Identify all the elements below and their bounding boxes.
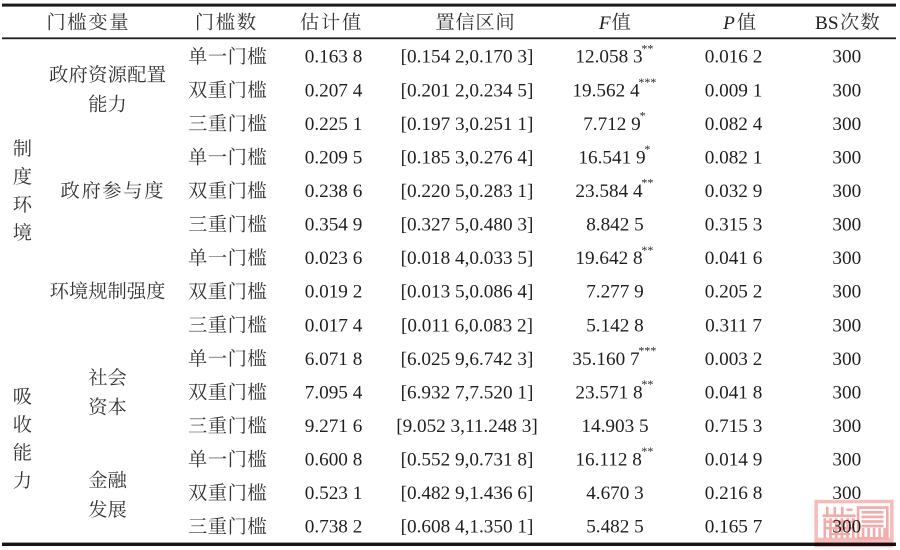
svg-text:19.642 8: 19.642 8 [575, 248, 642, 269]
svg-text:7.095 4: 7.095 4 [305, 382, 363, 403]
svg-text:[9.052 3,11.248 3]: [9.052 3,11.248 3] [396, 416, 538, 437]
svg-text:0.023 6: 0.023 6 [305, 248, 363, 269]
svg-text:14.903 5: 14.903 5 [581, 416, 648, 437]
svg-text:300: 300 [832, 215, 861, 236]
svg-text:300: 300 [832, 315, 861, 336]
svg-text:0.016 2: 0.016 2 [705, 47, 763, 68]
svg-text:0.523 1: 0.523 1 [305, 483, 363, 504]
svg-text:8.842 5: 8.842 5 [586, 215, 644, 236]
svg-text:0.041 8: 0.041 8 [705, 382, 763, 403]
svg-text:5.482 5: 5.482 5 [586, 517, 644, 538]
svg-text:0.225 1: 0.225 1 [305, 114, 363, 135]
svg-text:23.571 8: 23.571 8 [575, 382, 642, 403]
svg-text:0.003 2: 0.003 2 [705, 349, 763, 370]
svg-text:0.082 4: 0.082 4 [705, 114, 763, 135]
svg-text:0.354 9: 0.354 9 [305, 215, 363, 236]
svg-text:*: * [644, 142, 650, 156]
svg-text:0.738 2: 0.738 2 [305, 517, 363, 538]
svg-text:[0.154 2,0.170 3]: [0.154 2,0.170 3] [401, 47, 534, 68]
svg-text:0.032 9: 0.032 9 [705, 181, 763, 202]
svg-text:[0.201 2,0.234 5]: [0.201 2,0.234 5] [401, 80, 534, 101]
svg-text:[0.327 5,0.480 3]: [0.327 5,0.480 3] [401, 215, 534, 236]
svg-text:F: F [598, 13, 611, 34]
svg-text:300: 300 [832, 382, 861, 403]
svg-text:[0.197 3,0.251 1]: [0.197 3,0.251 1] [401, 114, 534, 135]
svg-text:BS: BS [815, 13, 838, 34]
svg-text:300: 300 [832, 147, 861, 168]
svg-text:0.082 1: 0.082 1 [705, 147, 763, 168]
svg-text:300: 300 [832, 248, 861, 269]
svg-text:300: 300 [832, 47, 861, 68]
svg-text:0.205 2: 0.205 2 [705, 282, 763, 303]
svg-text:300: 300 [832, 416, 861, 437]
svg-text:**: ** [641, 377, 653, 391]
svg-text:[6.932 7,7.520 1]: [6.932 7,7.520 1] [401, 382, 534, 403]
svg-text:0.209 5: 0.209 5 [305, 147, 363, 168]
svg-text:0.238 6: 0.238 6 [305, 181, 363, 202]
svg-text:**: ** [641, 176, 653, 190]
svg-text:*: * [640, 109, 646, 123]
svg-text:[0.018 4,0.033 5]: [0.018 4,0.033 5] [401, 248, 534, 269]
svg-text:0.600 8: 0.600 8 [305, 450, 363, 471]
svg-text:[0.482 9,1.436 6]: [0.482 9,1.436 6] [401, 483, 534, 504]
svg-text:6.071 8: 6.071 8 [305, 349, 363, 370]
svg-text:0.715 3: 0.715 3 [705, 416, 763, 437]
svg-text:**: ** [641, 41, 653, 55]
svg-text:23.584 4: 23.584 4 [575, 181, 643, 202]
svg-text:0.315 3: 0.315 3 [705, 215, 763, 236]
svg-text:9.271 6: 9.271 6 [305, 416, 363, 437]
svg-text:0.014 9: 0.014 9 [705, 450, 763, 471]
svg-text:16.541 9: 16.541 9 [578, 147, 645, 168]
svg-text:0.165 7: 0.165 7 [705, 517, 763, 538]
svg-text:300: 300 [832, 349, 861, 370]
svg-text:0.019 2: 0.019 2 [305, 282, 363, 303]
svg-text:**: ** [641, 243, 653, 257]
svg-text:***: *** [638, 75, 656, 89]
svg-text:[0.011 6,0.083 2]: [0.011 6,0.083 2] [401, 315, 533, 336]
svg-text:***: *** [638, 344, 656, 358]
svg-text:300: 300 [832, 181, 861, 202]
svg-text:300: 300 [832, 114, 861, 135]
svg-text:**: ** [641, 444, 653, 458]
svg-text:16.112 8: 16.112 8 [575, 450, 641, 471]
svg-text:300: 300 [832, 80, 861, 101]
svg-text:5.142 8: 5.142 8 [586, 315, 644, 336]
svg-text:19.562 4: 19.562 4 [572, 80, 640, 101]
svg-text:0.216 8: 0.216 8 [705, 483, 763, 504]
svg-text:0.163 8: 0.163 8 [305, 47, 363, 68]
svg-text:300: 300 [832, 450, 861, 471]
svg-text:4.670 3: 4.670 3 [586, 483, 644, 504]
svg-text:300: 300 [832, 483, 861, 504]
svg-text:[0.013 5,0.086 4]: [0.013 5,0.086 4] [401, 282, 534, 303]
svg-text:[0.185 3,0.276 4]: [0.185 3,0.276 4] [401, 147, 534, 168]
svg-text:[0.220 5,0.283 1]: [0.220 5,0.283 1] [401, 181, 534, 202]
svg-text:[0.552 9,0.731 8]: [0.552 9,0.731 8] [401, 450, 534, 471]
svg-text:0.207 4: 0.207 4 [305, 80, 363, 101]
svg-text:[0.608 4,1.350 1]: [0.608 4,1.350 1] [401, 517, 534, 538]
svg-text:0.009 1: 0.009 1 [705, 80, 763, 101]
svg-text:300: 300 [832, 282, 861, 303]
svg-text:0.311 7: 0.311 7 [705, 315, 762, 336]
svg-text:[6.025 9,6.742 3]: [6.025 9,6.742 3] [401, 349, 534, 370]
svg-text:7.277 9: 7.277 9 [586, 282, 644, 303]
svg-text:0.017 4: 0.017 4 [305, 315, 363, 336]
svg-text:35.160 7: 35.160 7 [572, 349, 640, 370]
svg-text:7.712 9: 7.712 9 [583, 114, 641, 135]
svg-text:0.041 6: 0.041 6 [705, 248, 763, 269]
svg-text:P: P [722, 13, 735, 34]
svg-text:12.058 3: 12.058 3 [575, 47, 642, 68]
